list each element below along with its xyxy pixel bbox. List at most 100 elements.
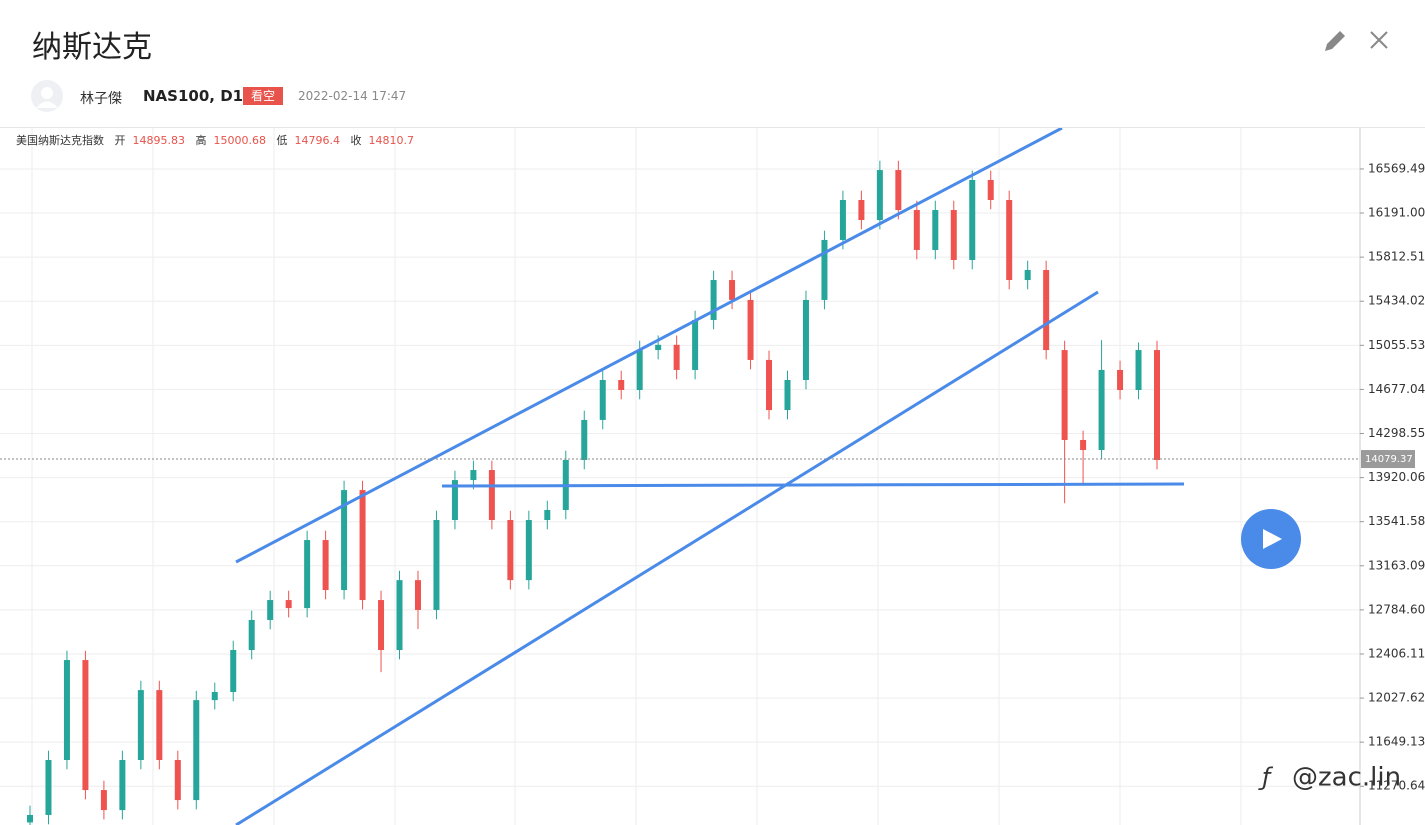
legend-label: 收 (350, 134, 362, 147)
candle-body (858, 199, 865, 221)
candle-body (950, 210, 957, 260)
candle-body (802, 299, 809, 380)
y-tick-label: 13163.09 (1368, 558, 1425, 572)
candle-body (63, 660, 70, 760)
candle-body (673, 344, 680, 370)
legend-value: 14895.83 (132, 134, 186, 147)
candle-body (766, 359, 773, 411)
candle-body (618, 379, 625, 391)
candle-body (451, 480, 458, 521)
trend-line[interactable] (235, 128, 1063, 564)
trend-line[interactable] (235, 290, 1099, 825)
y-tick-label: 12784.60 (1368, 602, 1425, 616)
candle-body (359, 490, 366, 601)
chart: 16569.49 16191.00 15812.51 15434.02 15055.53… (0, 128, 1425, 825)
legend: 美国纳斯达克指数 开 14895.83 高 15000.68 低 14796.4… (16, 132, 414, 148)
title: 纳斯达克 (32, 30, 152, 65)
candle-body (1154, 350, 1160, 461)
legend-value: 14796.4 (294, 134, 341, 147)
header: 纳斯达克 林子傑 NAS100, D1 看空 2022-02-14 17:47 (0, 0, 1425, 128)
candle-body (285, 600, 292, 609)
candle-body (193, 700, 200, 801)
candle-body (987, 179, 994, 200)
candle-body (1080, 439, 1087, 450)
y-tick-label: 11270.64 (1368, 779, 1425, 793)
candle-body (267, 600, 274, 620)
candle-body (636, 350, 643, 391)
y-tick-label: 13920.06 (1368, 470, 1425, 484)
y-tick-label: 14677.04 (1368, 382, 1425, 396)
symbol[interactable]: NAS100, D1 (143, 87, 244, 105)
candle-body (710, 280, 717, 320)
legend-name: 美国纳斯达克指数 (16, 134, 104, 147)
candle-body (525, 520, 532, 581)
y-tick-label: 13541.58 (1368, 514, 1425, 528)
avatar[interactable] (31, 80, 63, 112)
candle-body (599, 379, 606, 420)
legend-label: 低 (276, 134, 288, 147)
candle-body (581, 419, 588, 461)
candle-body (747, 299, 754, 360)
candle-body (414, 580, 421, 610)
y-tick-label: 16191.00 (1368, 206, 1425, 220)
candle-body (1043, 270, 1050, 351)
trend-line[interactable] (441, 482, 1185, 488)
candle-body (45, 759, 52, 815)
candle-body (378, 600, 385, 651)
candle-body (156, 690, 163, 760)
candle-body (821, 239, 828, 300)
legend-value: 14810.7 (368, 134, 415, 147)
play-button[interactable] (1241, 509, 1301, 569)
candle-body (1061, 350, 1068, 440)
candle-body (655, 344, 662, 351)
candle-body (27, 814, 33, 823)
candle-body (876, 170, 883, 221)
legend-label: 开 (114, 134, 126, 147)
watermark: @zac.lin (1292, 763, 1401, 793)
candle-body (969, 179, 976, 260)
candle-body (322, 540, 329, 591)
badge: 看空 (243, 87, 283, 105)
close-icon[interactable] (1369, 30, 1389, 50)
candle-body (1006, 199, 1013, 281)
candle-body (784, 379, 791, 411)
candle-body (1135, 350, 1142, 391)
candle-body (692, 319, 699, 370)
trend-lines (235, 128, 1185, 825)
candle-body (729, 280, 736, 300)
candle-body (396, 580, 403, 651)
grid (0, 128, 1360, 825)
watermark-logo: ƒ (1258, 763, 1274, 791)
candle-body (211, 691, 218, 701)
author[interactable]: 林子傑 (80, 91, 122, 107)
candle-body (544, 509, 551, 521)
legend-value: 15000.68 (213, 134, 267, 147)
candle-body (1117, 369, 1124, 391)
y-tick-label: 16569.49 (1368, 161, 1425, 175)
candle-body (137, 690, 144, 760)
last-price-label: 14079.37 (1365, 454, 1413, 465)
candle-body (1024, 270, 1031, 281)
candle-body (230, 650, 237, 692)
candle-body (341, 490, 348, 591)
y-tick-label: 12406.11 (1368, 646, 1425, 660)
candle-body (119, 759, 126, 811)
edit-icon[interactable] (1322, 28, 1348, 54)
y-axis: 16569.49 16191.00 15812.51 15434.02 15055.53… (1360, 161, 1425, 793)
y-tick-label: 11649.13 (1368, 735, 1425, 749)
candle-body (248, 619, 255, 651)
y-tick-label: 12027.62 (1368, 691, 1425, 705)
candle-body (174, 759, 181, 801)
candle-body (507, 520, 514, 581)
y-tick-label: 14298.55 (1368, 426, 1425, 440)
candles (27, 160, 1160, 825)
legend-label: 高 (195, 134, 207, 147)
candle-body (470, 470, 477, 481)
candle-body (304, 540, 311, 609)
candle-body (82, 660, 89, 791)
candle-body (913, 210, 920, 250)
candle-body (839, 199, 846, 240)
candle-body (932, 210, 939, 250)
y-tick-label: 15434.02 (1368, 294, 1425, 308)
